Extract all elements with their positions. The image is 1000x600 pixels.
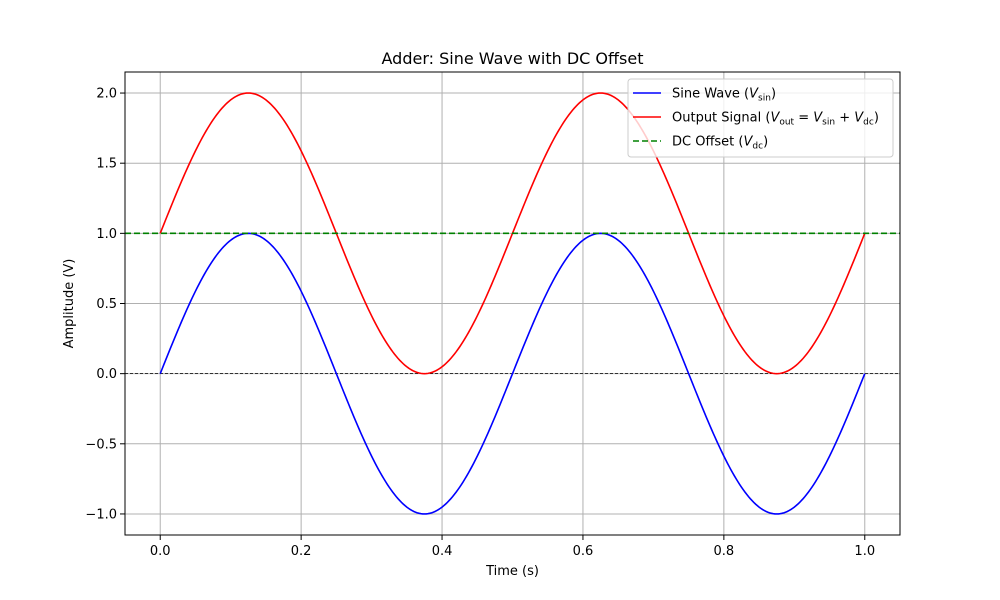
y-tick-label: −1.0	[85, 507, 117, 522]
y-tick-label: 0.5	[96, 297, 117, 312]
sine-wave-line	[159, 232, 866, 515]
x-axis-label: Time (s)	[485, 564, 539, 579]
y-tick-label: 1.0	[96, 227, 117, 242]
x-tick-label: 0.0	[150, 544, 171, 559]
axis-ticks: 0.0 0.2 0.4 0.6 0.8 1.0 −1.0 −0.5 0.0 0.5 1.0 1.5 2.…	[85, 87, 875, 559]
legend: Sine Wave (Vsin) Output Signal (Vout = Vs…	[627, 78, 894, 158]
y-tick-label: −0.5	[85, 437, 117, 452]
y-tick-label: 0.0	[96, 367, 117, 382]
chart-title: Adder: Sine Wave with DC Offset	[382, 49, 644, 68]
x-tick-label: 1.0	[854, 544, 875, 559]
legend-entry-dc-offset: DC Offset (Vdc)	[672, 135, 768, 152]
x-tick-label: 0.2	[291, 544, 312, 559]
x-tick-label: 0.8	[714, 544, 735, 559]
y-tick-label: 2.0	[96, 87, 117, 102]
x-tick-label: 0.4	[432, 544, 453, 559]
x-tick-label: 0.6	[573, 544, 594, 559]
series-lines	[125, 92, 900, 515]
y-tick-label: 1.5	[96, 157, 117, 172]
legend-entry-sine-wave: Sine Wave (Vsin)	[672, 87, 776, 104]
legend-entry-output-signal: Output Signal (Vout = Vsin + Vdc)	[672, 111, 879, 128]
y-axis-label: Amplitude (V)	[62, 259, 77, 349]
legend-box	[627, 78, 894, 158]
